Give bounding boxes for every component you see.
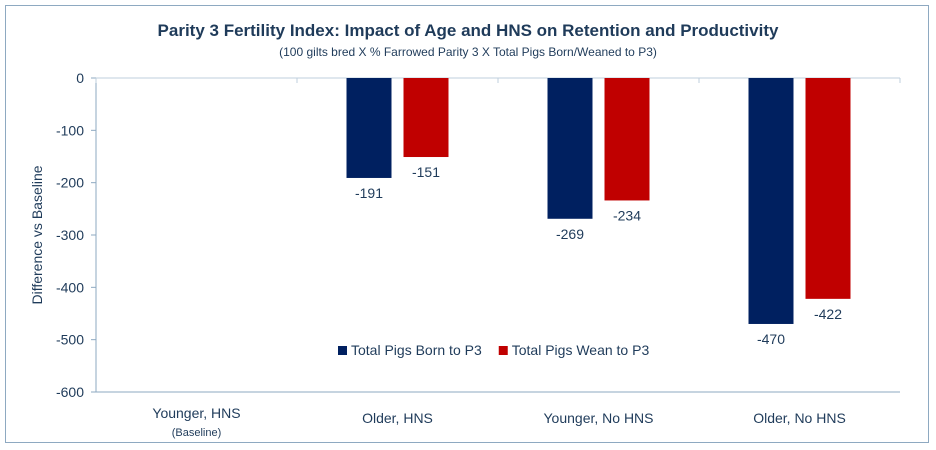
- data-label: -422: [814, 306, 842, 322]
- data-label: -470: [757, 331, 785, 347]
- bar-wean: [805, 78, 851, 299]
- y-tick-label: -600: [56, 384, 84, 400]
- y-tick-label: -100: [56, 122, 84, 138]
- x-tick-label: Younger, No HNS: [544, 410, 654, 426]
- legend-label: Total Pigs Wean to P3: [512, 342, 650, 358]
- chart-title: Parity 3 Fertility Index: Impact of Age …: [158, 21, 779, 40]
- x-tick-label: Older, No HNS: [753, 410, 846, 426]
- bar-wean: [403, 78, 449, 158]
- x-tick-label: Younger, HNS: [152, 405, 240, 421]
- y-tick-label: 0: [76, 70, 84, 86]
- data-label: -234: [613, 207, 641, 223]
- x-tick-sublabel: (Baseline): [172, 427, 222, 439]
- data-label: -151: [412, 164, 440, 180]
- data-label: -191: [355, 185, 383, 201]
- chart-subtitle: (100 gilts bred X % Farrowed Parity 3 X …: [279, 45, 657, 59]
- bar-born: [346, 78, 392, 178]
- y-tick-label: -500: [56, 332, 84, 348]
- bar-wean: [604, 78, 650, 201]
- y-tick-label: -300: [56, 227, 84, 243]
- legend-swatch: [498, 346, 508, 355]
- y-tick-label: -400: [56, 279, 84, 295]
- bar-born: [748, 78, 794, 324]
- bar-born: [547, 78, 593, 219]
- x-tick-label: Older, HNS: [362, 410, 433, 426]
- chart-frame: [5, 5, 929, 443]
- y-tick-label: -200: [56, 175, 84, 191]
- legend-swatch: [338, 346, 347, 355]
- y-axis-label: Difference vs Baseline: [29, 165, 45, 304]
- legend-label: Total Pigs Born to P3: [351, 342, 482, 358]
- data-label: -269: [556, 226, 584, 242]
